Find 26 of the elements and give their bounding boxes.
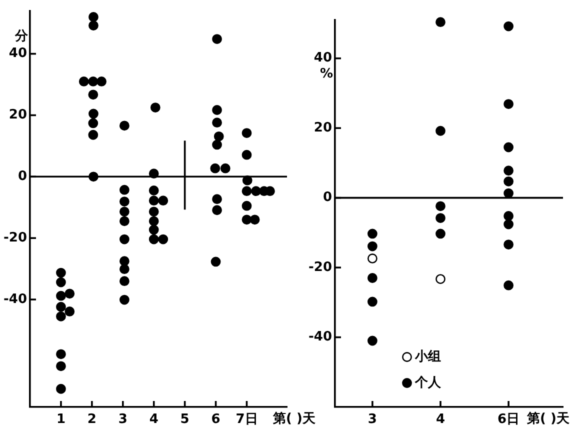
x-tick-label: 6日 [498,412,520,428]
x-axis-title: 第( )天 [272,411,316,426]
x-tick-label: 5 [180,412,190,428]
y-axis-title: % [320,66,333,82]
y-tick-label: 0 [18,169,27,184]
y-tick-label: 20 [8,108,27,123]
y-tick-label: -40 [4,292,27,307]
legend-label: 小组 [414,349,441,364]
x-tick-label: 7日 [236,412,258,428]
y-tick-label: 20 [314,120,332,136]
x-tick-label: 1 [56,412,66,428]
x-tick-label: 6 [211,412,220,428]
x-tick-label: 4 [436,412,446,428]
y-tick-label: -20 [4,230,27,246]
x-axis-title: 第( )天 [526,411,570,426]
y-axis-title: 分 [14,29,29,44]
y-tick-label: -20 [308,260,332,275]
y-tick-label: 0 [322,190,332,206]
x-tick-label: 2 [87,412,96,428]
x-tick-label: 4 [149,412,158,428]
legend-label: 个人 [414,375,442,390]
y-tick-label: 40 [8,46,27,62]
x-tick-label: 3 [368,412,377,428]
x-tick-label: 3 [118,412,128,428]
y-tick-label: -40 [308,330,332,345]
y-tick-label: 40 [314,50,332,66]
